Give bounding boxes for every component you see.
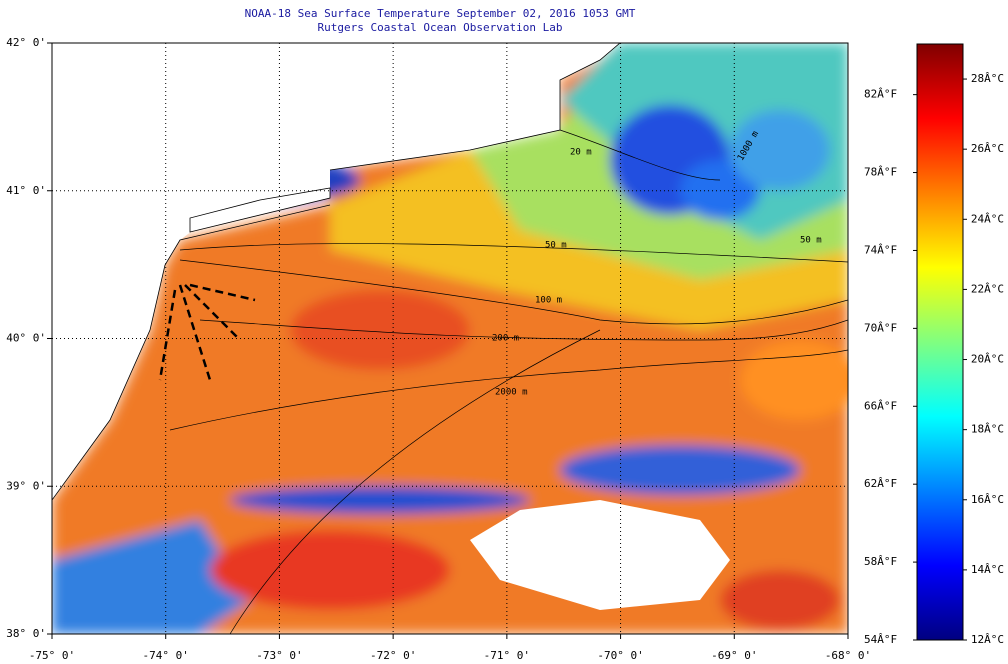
x-tick-label: -75° 0' xyxy=(29,649,75,662)
fahrenheit-label: 74Â°F xyxy=(864,243,897,256)
fahrenheit-label: 58Â°F xyxy=(864,555,897,568)
x-tick-label: -70° 0' xyxy=(597,649,643,662)
contour-label: 50 m xyxy=(545,241,567,251)
fahrenheit-label: 70Â°F xyxy=(864,321,897,334)
subtitle: Rutgers Coastal Ocean Observation Lab xyxy=(317,21,562,34)
fahrenheit-label: 62Â°F xyxy=(864,477,897,490)
x-tick-label: -68° 0' xyxy=(825,649,871,662)
y-tick-label: 38° 0' xyxy=(6,627,46,640)
celsius-label: 16Â°C xyxy=(971,493,1004,506)
fahrenheit-label: 78Â°F xyxy=(864,166,897,179)
celsius-label: 26Â°C xyxy=(971,142,1004,155)
celsius-label: 28Â°C xyxy=(971,72,1004,85)
x-tick-label: -71° 0' xyxy=(484,649,530,662)
x-tick-label: -74° 0' xyxy=(143,649,189,662)
x-tick-label: -69° 0' xyxy=(711,649,757,662)
celsius-label: 12Â°C xyxy=(971,633,1004,646)
fahrenheit-label: 54Â°F xyxy=(864,633,897,646)
y-tick-label: 39° 0' xyxy=(6,479,46,492)
fahrenheit-label: 82Â°F xyxy=(864,88,897,101)
fahrenheit-label: 66Â°F xyxy=(864,399,897,412)
y-tick-label: 42° 0' xyxy=(6,36,46,49)
celsius-label: 24Â°C xyxy=(971,212,1004,225)
contour-label: 50 m xyxy=(800,236,822,246)
title: NOAA-18 Sea Surface Temperature Septembe… xyxy=(245,7,636,20)
contour-label: 200 m xyxy=(492,334,519,344)
celsius-label: 18Â°C xyxy=(971,423,1004,436)
x-tick-label: -72° 0' xyxy=(370,649,416,662)
celsius-label: 14Â°C xyxy=(971,563,1004,576)
contour-label: 100 m xyxy=(535,296,562,306)
colorbar xyxy=(916,43,964,641)
contour-label: 20 m xyxy=(570,148,592,158)
y-tick-label: 40° 0' xyxy=(6,332,46,345)
celsius-label: 20Â°C xyxy=(971,353,1004,366)
y-tick-label: 41° 0' xyxy=(6,184,46,197)
x-tick-label: -73° 0' xyxy=(256,649,302,662)
celsius-label: 22Â°C xyxy=(971,282,1004,295)
contour-label: 2000 m xyxy=(495,388,528,398)
